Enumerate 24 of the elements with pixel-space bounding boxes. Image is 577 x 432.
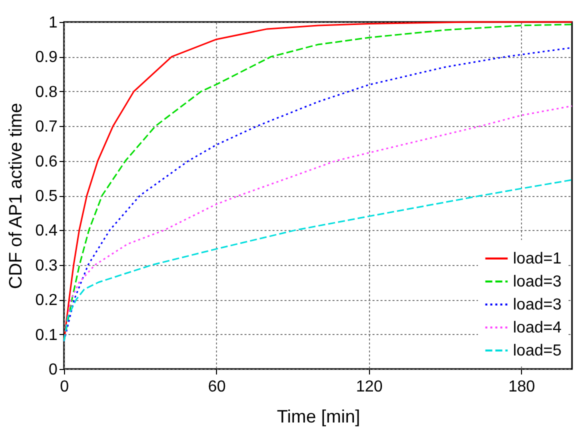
x-axis-title: Time [min] bbox=[276, 406, 360, 426]
legend-label: load=3 bbox=[513, 274, 562, 290]
y-tick-label: 0 bbox=[48, 362, 58, 378]
y-tick-label: 0.2 bbox=[35, 292, 58, 310]
y-tick-label: 0.8 bbox=[35, 84, 58, 101]
x-tick-label: 180 bbox=[508, 378, 536, 396]
legend-label: load=1 bbox=[513, 250, 562, 268]
y-tick-label: 0.3 bbox=[35, 257, 58, 274]
x-tick-label: 120 bbox=[356, 378, 383, 396]
legend-label: load=5 bbox=[513, 342, 562, 360]
legend-label: load=3 bbox=[513, 296, 562, 314]
line-series bbox=[63, 105, 573, 342]
y-tick-label: 0.4 bbox=[35, 222, 58, 240]
y-tick-label: 0.1 bbox=[35, 326, 58, 344]
y-axis-title: CDF of AP1 active time bbox=[5, 102, 26, 290]
x-tick-label: 60 bbox=[208, 378, 226, 396]
legend-label: load=4 bbox=[513, 320, 562, 336]
x-tick-label: 0 bbox=[60, 378, 70, 396]
line-series bbox=[63, 179, 573, 342]
y-tick-label: 0.9 bbox=[35, 49, 58, 66]
y-tick-label: 1 bbox=[48, 14, 58, 32]
y-tick-label: 0.6 bbox=[35, 153, 58, 170]
y-tick-label: 0.5 bbox=[35, 188, 58, 205]
y-tick-label: 0.7 bbox=[35, 118, 58, 136]
